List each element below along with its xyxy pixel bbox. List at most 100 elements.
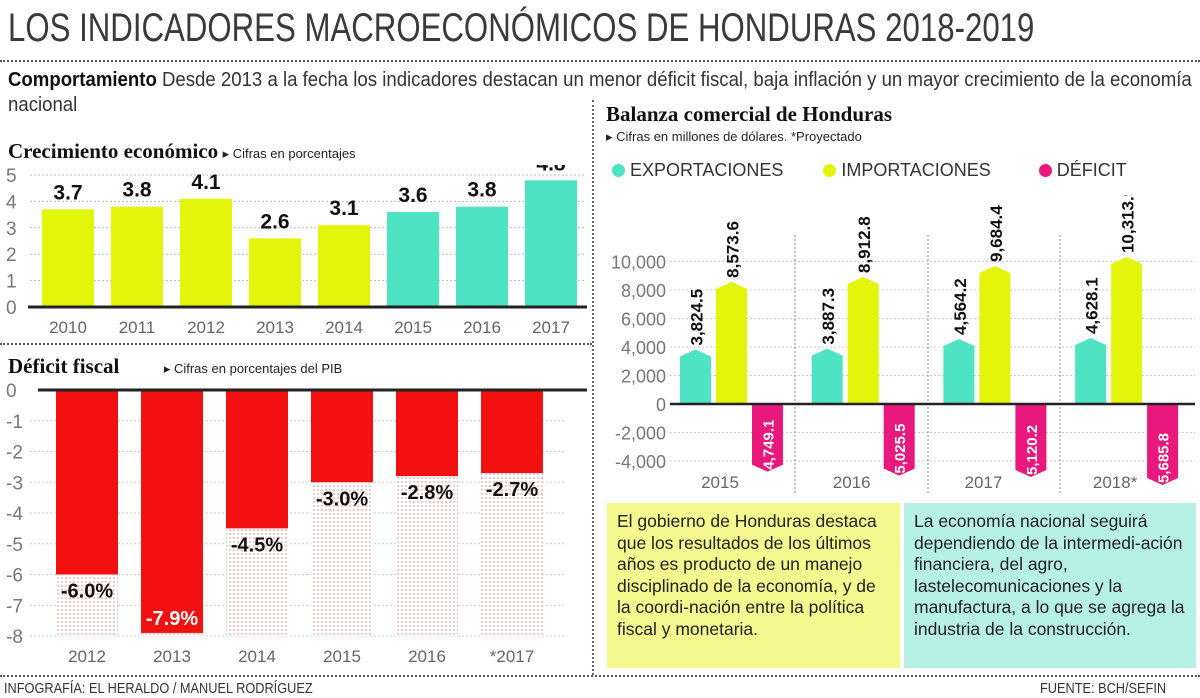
bar-importaciones [1111,257,1143,404]
intro-lead: Comportamiento [8,69,157,91]
note-box-economy: La economía nacional seguirá dependiendo… [904,503,1196,668]
divider [0,675,1200,677]
column-divider [592,100,594,675]
trade-legend: EXPORTACIONES IMPORTACIONES DÉFICIT [612,160,1127,181]
deficit-subtitle-text: Cifras en porcentajes del PIB [173,361,343,376]
data-label: 2.6 [260,210,289,233]
x-tick-label: 2013 [153,647,191,666]
x-tick-label: 2018* [1093,473,1138,492]
y-tick-label: 2 [6,245,17,266]
y-tick-label: 1 [6,272,17,293]
deficit-chart-subtitle: ▸ Cifras en porcentajes del PIB [163,361,343,376]
data-label: 5,685.8 [1156,433,1173,483]
trade-chart-subtitle: ▸ Cifras en millones de dólares. *Proyec… [606,129,862,144]
bar-déficit [752,404,783,472]
bar [141,390,203,633]
data-label: 10,313.9 [1119,195,1138,253]
growth-chart-header: Crecimiento económico ▸ Cifras en porcen… [8,139,356,164]
bar [226,390,288,529]
bar-déficit [883,404,915,476]
y-tick-label: 0 [656,395,666,415]
bar [249,238,301,307]
data-label: 4.1 [191,171,221,194]
y-tick-label: 6,000 [621,310,666,330]
bar-importaciones [979,265,1011,404]
x-tick-label: 2011 [119,318,156,337]
bar-background [396,476,458,636]
bar-exportaciones [811,348,843,404]
bar-background [311,482,373,636]
main-title: LOS INDICADORES MACROECONÓMICOS DE HONDU… [8,6,1035,50]
y-tick-label: -1 [6,412,23,433]
data-label: 9,684.4 [987,205,1006,262]
legend-deficit: DÉFICIT [1038,160,1127,181]
credit: INFOGRAFÍA: EL HERALDO / MANUEL RODRÍGUE… [4,680,313,697]
divider [0,343,592,345]
y-tick-label: -8 [6,627,23,648]
x-tick-label: 2014 [325,318,363,337]
data-label: 3,824.5 [688,289,707,346]
bar [481,390,543,474]
data-label: -7.9% [146,608,198,630]
data-label: 3.6 [398,184,427,207]
y-tick-label: 10,000 [611,253,666,273]
note-box-government: El gobierno de Honduras destaca que los … [607,503,900,668]
x-tick-label: 2012 [187,318,225,337]
intro-text: Comportamiento Desde 2013 a la fecha los… [8,68,1198,118]
y-tick-label: -4 [6,504,23,525]
trade-subtitle-text: Cifras en millones de dólares. *Proyecta… [616,129,862,144]
trade-chart-title: Balanza comercial de Honduras [606,102,893,126]
y-tick-label: 5 [6,166,17,187]
legend-imports: IMPORTACIONES [823,160,991,181]
deficit-chart-header: Déficit fiscal ▸ Cifras en porcentajes d… [8,354,342,379]
x-tick-label: 2012 [68,647,106,666]
x-tick-label: 2017 [964,473,1002,492]
growth-chart-subtitle: ▸ Cifras en porcentajes [222,146,356,161]
growth-chart: 0 1 2 3 4 5 3.7 2010 3.8 2011 4.1 2012 2.6 2013 3.1 201… [6,165,587,337]
legend-label: IMPORTACIONES [841,160,991,180]
deficit-chart: 0 -1 -2 -3 -4 -5 -6 -7 -8 -6.0% 2012 -7.9% 2013 -4.5%… [6,381,587,666]
y-tick-label: 3 [6,219,17,240]
x-tick-label: 2017 [532,318,570,337]
x-tick-label: 2010 [49,318,87,337]
bar-background [226,528,288,636]
bar [111,206,163,307]
divider [0,60,1200,62]
x-tick-label: *2017 [490,647,534,666]
y-tick-label: 4,000 [621,338,666,358]
data-label: 5,120.2 [1024,425,1041,475]
bar [42,209,94,307]
trade-chart-header: Balanza comercial de Honduras ▸ Cifras e… [606,102,892,145]
y-tick-label: -7 [6,596,23,617]
data-label: -2.7% [486,479,538,501]
y-tick-label: 4 [6,192,17,213]
bar [456,206,508,307]
data-label: 3.1 [329,197,359,220]
bar-déficit [1015,404,1047,477]
y-tick-label: -2 [6,443,23,464]
data-label: 3.8 [122,179,152,202]
bar [387,211,439,307]
data-label: 8,912.8 [855,216,874,273]
data-label: 8,573.6 [724,221,743,278]
bar [180,198,232,307]
bar-background [56,574,118,636]
bar-déficit [1147,404,1179,486]
data-label: 4.8 [536,165,566,175]
x-tick-label: 2016 [833,473,871,492]
data-label: 3.8 [467,179,497,202]
y-tick-label: -6 [6,566,23,587]
bar-exportaciones [1075,338,1107,404]
bar-importaciones [847,276,879,404]
bar [396,390,458,477]
y-tick-label: -3 [6,473,23,494]
y-tick-label: 2,000 [621,367,666,387]
x-tick-label: 2016 [463,318,501,337]
data-label: -3.0% [316,488,368,510]
legend-dot-icon [612,164,625,177]
bar [56,390,118,575]
legend-label: DÉFICIT [1056,160,1127,180]
y-tick-label: -2,000 [615,424,666,444]
bar-background [481,473,543,636]
data-label: -2.8% [401,482,453,504]
